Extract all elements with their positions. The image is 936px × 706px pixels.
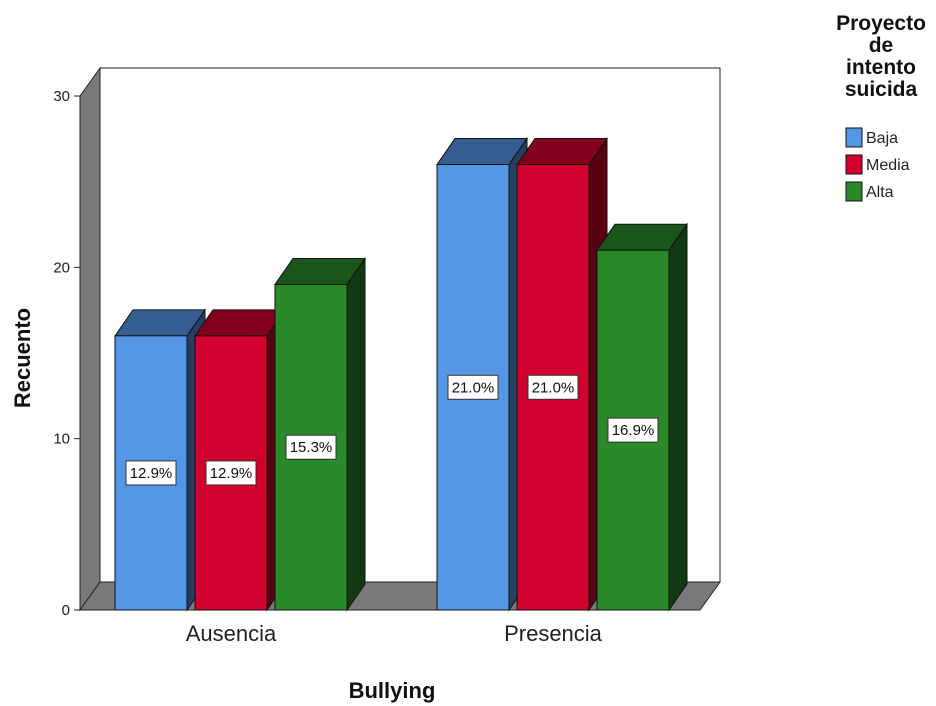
y-tick-label: 0 <box>62 602 70 619</box>
category-label: Ausencia <box>186 621 277 646</box>
data-label-box <box>447 374 499 400</box>
bar-side <box>668 222 688 612</box>
data-label-box <box>125 460 177 486</box>
bar-alta-presencia: 16.9% <box>596 222 688 612</box>
y-axis-title: Recuento <box>10 308 35 408</box>
bar-alta-ausencia: 15.3% <box>274 256 366 612</box>
y-tick-label: 10 <box>53 431 70 448</box>
legend-label: Baja <box>866 130 898 147</box>
data-label: 21.0% <box>452 379 495 396</box>
legend-swatch <box>845 127 863 148</box>
data-label: 21.0% <box>532 379 575 396</box>
data-label: 16.9% <box>612 422 655 439</box>
bar-media-ausencia: 12.9% <box>194 308 286 612</box>
data-label: 12.9% <box>130 465 173 482</box>
data-label: 12.9% <box>210 465 253 482</box>
legend-title: suicida <box>845 78 918 101</box>
x-axis-categories: Ausencia Presencia <box>186 621 603 646</box>
legend-label: Alta <box>866 184 894 201</box>
category-label: Presencia <box>504 621 603 646</box>
bars: 12.9% 12.9% 15.3% 21.0% 21.0% 16.9% <box>114 136 688 612</box>
legend-title: Proyecto <box>836 12 926 35</box>
y-tick-label: 20 <box>53 259 70 276</box>
bar-baja-ausencia: 12.9% <box>114 308 206 612</box>
y-tick-label: 30 <box>53 88 70 105</box>
data-label: 15.3% <box>290 439 333 456</box>
legend-title: intento <box>846 56 916 79</box>
legend-swatch <box>845 181 863 202</box>
data-label-box <box>607 417 659 443</box>
data-label-box <box>285 434 337 460</box>
bar-side <box>346 256 366 612</box>
x-axis-title: Bullying <box>349 678 436 703</box>
legend-title: de <box>869 34 894 57</box>
legend-swatch <box>845 154 863 175</box>
y-axis: 0 10 20 30 <box>53 88 80 619</box>
bar-media-presencia: 21.0% <box>516 136 608 612</box>
data-label-box <box>527 374 579 400</box>
chart-left-wall <box>79 66 101 612</box>
data-label-box <box>205 460 257 486</box>
legend-label: Media <box>866 157 910 174</box>
bar-baja-presencia: 21.0% <box>436 136 528 612</box>
